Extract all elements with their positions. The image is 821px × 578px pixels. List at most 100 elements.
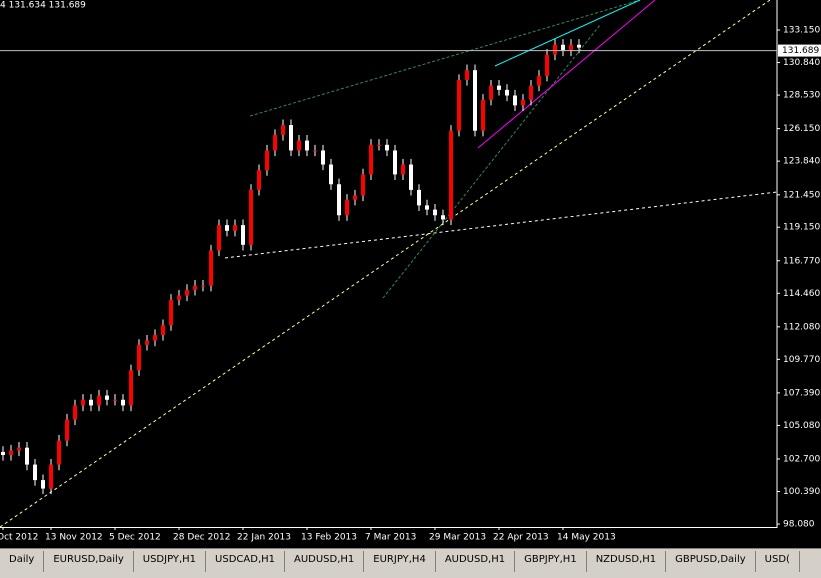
trendline <box>382 24 601 299</box>
trendlines <box>0 0 778 528</box>
candle-body <box>281 125 285 135</box>
candle-body <box>65 419 69 441</box>
chart-tab[interactable]: USD( <box>756 551 800 572</box>
candle-body <box>369 144 373 175</box>
candle-body <box>465 70 469 81</box>
candle-body <box>265 150 269 171</box>
candle-body <box>457 80 461 131</box>
chart-tab[interactable]: AUDUSD,H1 <box>285 551 365 572</box>
y-tick-label: 105.080 <box>783 421 820 431</box>
x-tick-label: 22 Apr 2013 <box>493 533 549 543</box>
x-tick-label: 28 Dec 2012 <box>173 533 231 543</box>
candle-body <box>33 464 37 481</box>
candle-body <box>225 225 229 231</box>
candle-body <box>113 399 117 401</box>
candle-body <box>145 340 149 345</box>
chart-tab[interactable]: USDJPY,H1 <box>134 551 207 572</box>
current-price-label: 131.689 <box>782 46 819 56</box>
candle-body <box>345 199 349 216</box>
current-price-box <box>778 44 821 57</box>
trendline <box>249 0 641 117</box>
candle-body <box>489 85 493 100</box>
candle-body <box>209 250 213 286</box>
candle-body <box>441 215 445 220</box>
y-tick-label: 107.390 <box>783 388 820 398</box>
candle-body <box>97 395 101 406</box>
chart-tab[interactable]: GBPUSD,Daily <box>666 551 756 572</box>
candle-body <box>129 370 133 406</box>
chart-tab[interactable]: Daily <box>0 551 45 572</box>
candle-body <box>449 130 453 220</box>
candle-body <box>497 85 501 90</box>
candle-body <box>121 399 125 406</box>
candle-body <box>353 195 357 200</box>
y-tick-label: 130.840 <box>783 58 820 68</box>
candle-body <box>105 395 109 400</box>
y-tick-label: 128.530 <box>783 91 820 101</box>
y-tick-label: 119.150 <box>783 223 820 233</box>
candle-body <box>89 399 93 406</box>
candle-body <box>185 289 189 296</box>
y-tick-label: 123.840 <box>783 157 820 167</box>
candle-body <box>9 450 13 456</box>
y-tick-label: 126.150 <box>783 124 820 134</box>
candle-body <box>289 125 293 151</box>
candle-body <box>417 189 421 206</box>
x-tick-label: 7 Mar 2013 <box>365 533 416 543</box>
candle-body <box>361 174 365 196</box>
candle-body <box>169 299 173 326</box>
candle-body <box>329 164 333 185</box>
candle-body <box>49 464 53 489</box>
candle-body <box>337 184 341 216</box>
candle-body <box>249 189 253 245</box>
candle-body <box>313 150 317 152</box>
chart-tab[interactable]: USDCAD,H1 <box>206 551 285 572</box>
trendline <box>224 191 778 259</box>
y-tick-label: 114.460 <box>783 289 820 299</box>
chart-tab[interactable]: NZDUSD,H1 <box>587 551 667 572</box>
y-tick-label: 100.390 <box>783 487 820 497</box>
candle-body <box>17 447 21 451</box>
chart-tab[interactable]: AUDUSD,H1 <box>436 551 516 572</box>
candle-body <box>25 447 29 465</box>
candle-body <box>529 85 533 100</box>
candle-body <box>513 95 517 106</box>
chart-tab[interactable]: EURJPY,H4 <box>364 551 436 572</box>
candle-body <box>481 99 485 131</box>
candle-body <box>409 164 413 190</box>
candle-body <box>545 54 549 76</box>
candle-body <box>73 405 77 420</box>
candle-body <box>577 44 581 48</box>
y-tick-label: 109.770 <box>783 355 820 365</box>
x-tick-label: Oct 2012 <box>0 533 38 543</box>
candle-body <box>217 225 221 251</box>
candle-body <box>241 225 245 245</box>
candle-body <box>273 134 277 151</box>
candle-body <box>81 399 85 406</box>
y-tick-label: 112.080 <box>783 322 820 332</box>
candle-body <box>393 150 397 175</box>
trendline <box>0 0 771 528</box>
candle-body <box>1 451 5 456</box>
candle-body <box>153 334 157 341</box>
x-tick-label: 13 Nov 2012 <box>45 533 103 543</box>
chart-tab[interactable]: GBPJPY,H1 <box>515 551 587 572</box>
x-tick-label: 13 Feb 2013 <box>301 533 357 543</box>
candle-body <box>305 140 309 151</box>
candle-body <box>561 44 565 51</box>
candle-body <box>377 144 381 146</box>
candle-body <box>433 209 437 216</box>
candle-body <box>233 225 237 231</box>
tab-bar: Daily EURUSD,Daily USDJPY,H1 USDCAD,H1 AUDUS… <box>0 548 821 578</box>
candle-body <box>137 344 141 371</box>
trendline <box>477 0 656 149</box>
x-tick-label: 29 Mar 2013 <box>429 533 486 543</box>
x-tick-label: 5 Dec 2012 <box>109 533 161 543</box>
chart-tab[interactable]: EURUSD,Daily <box>44 551 134 572</box>
candle-body <box>521 99 525 106</box>
candle-body <box>321 150 325 165</box>
candle-body <box>201 285 205 287</box>
y-tick-label: 102.700 <box>783 454 820 464</box>
y-tick-label: 121.450 <box>783 190 820 200</box>
